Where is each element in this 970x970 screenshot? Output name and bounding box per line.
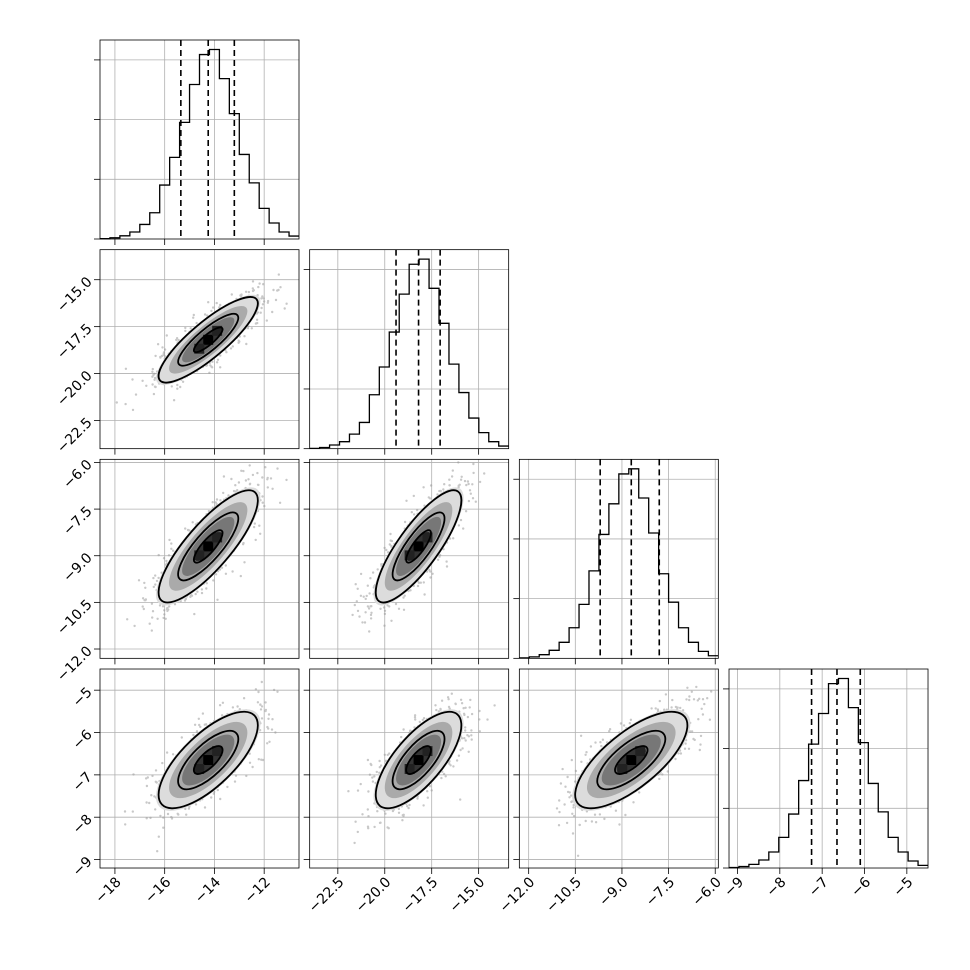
x-tick-label-2-0: −12.0 <box>497 874 539 916</box>
pair-3-core-block <box>203 755 214 766</box>
x-tick-label-1-0: −22.5 <box>306 874 348 916</box>
x-tick-label-3-0: −9 <box>721 874 747 900</box>
histogram-2 <box>519 468 719 659</box>
x-tick-label-2-4: −6.0 <box>690 874 725 909</box>
pair-2-core-block <box>413 541 424 552</box>
y-tick-label-2-2: −9.0 <box>60 550 95 585</box>
pair-panel-4 <box>309 668 510 869</box>
x-tick-label-0-1: −16 <box>142 874 174 906</box>
y-tick-label-3-2: −7 <box>70 769 96 795</box>
pair-0-contour-0 <box>192 326 224 354</box>
pair-2-contour-1 <box>391 511 446 582</box>
pair-1-contour-2 <box>157 489 259 604</box>
y-tick-label-2-1: −10.5 <box>54 597 96 639</box>
pair-0-contour-2 <box>157 296 259 384</box>
pair-4-content <box>347 692 496 845</box>
pair-3-core-block <box>212 746 223 757</box>
y-tick-label-1-2: −17.5 <box>54 321 96 363</box>
pair-panel-1 <box>99 458 300 659</box>
pair-3-contour-0 <box>192 745 224 775</box>
pair-panel-0 <box>99 249 300 450</box>
pair-1-content <box>126 464 288 632</box>
hist-panel-3 <box>728 668 929 869</box>
pair-2-contour-2 <box>374 489 463 604</box>
pair-3-contour-1 <box>177 729 240 791</box>
pair-5-contour-1 <box>596 729 667 791</box>
y-tick-label-1-0: −22.5 <box>54 415 96 457</box>
pair-5-core-block <box>617 764 628 774</box>
pair-3-contour-2 <box>157 710 259 810</box>
pair-1-core-block <box>203 541 214 552</box>
pair-3-core-block <box>194 764 205 774</box>
pair-0-core-block <box>203 334 214 345</box>
y-tick-label-2-4: −6.0 <box>60 457 95 492</box>
histogram-3 <box>729 677 929 869</box>
pair-4-core-block <box>422 746 433 757</box>
x-tick-label-2-2: −9.0 <box>596 874 631 909</box>
x-tick-label-3-4: −5 <box>891 874 917 900</box>
pair-1-core-block <box>194 550 205 561</box>
histogram-0 <box>100 48 299 240</box>
x-tick-label-3-3: −6 <box>848 874 874 900</box>
pair-0-contour-1 <box>177 312 240 367</box>
pair-0-core-block <box>194 343 205 354</box>
x-tick-label-2-1: −10.5 <box>543 874 585 916</box>
pair-panel-2 <box>309 458 510 659</box>
pair-2-core-block <box>404 550 415 561</box>
y-tick-label-2-3: −7.5 <box>60 503 95 538</box>
y-tick-label-2-0: −12.0 <box>54 643 96 685</box>
y-tick-label-3-4: −5 <box>70 685 96 711</box>
histogram-1 <box>309 258 509 450</box>
pair-1-core-block <box>212 532 223 543</box>
hist-panel-0 <box>99 39 300 240</box>
x-tick-label-3-2: −7 <box>806 874 832 900</box>
pair-4-contour-2 <box>374 710 463 810</box>
pair-4-contour-0 <box>405 745 432 775</box>
pair-5-contour-0 <box>614 745 649 775</box>
pair-0-content <box>115 273 288 412</box>
pair-2-contour-0 <box>405 529 432 564</box>
pair-0-core-block <box>212 325 223 336</box>
pair-5-core-block <box>626 755 637 766</box>
pair-5-contour-2 <box>574 710 689 810</box>
y-tick-label-3-3: −6 <box>70 727 96 753</box>
y-tick-label-1-1: −20.0 <box>54 368 96 410</box>
pair-1-contour-1 <box>177 511 240 582</box>
pair-2-content <box>351 461 486 633</box>
x-tick-label-0-0: −18 <box>92 874 124 906</box>
pair-panel-3 <box>99 668 300 869</box>
pair-panel-5 <box>518 668 719 869</box>
x-tick-label-1-1: −20.0 <box>353 874 395 916</box>
x-tick-label-1-2: −17.5 <box>400 874 442 916</box>
y-tick-label-1-3: −15.0 <box>54 274 96 316</box>
x-tick-label-2-3: −7.5 <box>643 874 678 909</box>
hist-panel-1 <box>309 249 510 450</box>
x-tick-label-0-2: −14 <box>192 874 224 906</box>
hist-panel-2 <box>518 458 719 659</box>
pair-5-core-block <box>635 746 646 757</box>
y-tick-label-3-0: −9 <box>70 854 96 880</box>
pair-2-core-block <box>422 532 433 543</box>
y-tick-label-3-1: −8 <box>70 812 96 838</box>
pair-1-contour-0 <box>192 529 224 564</box>
pair-3-content <box>123 680 279 853</box>
x-tick-label-3-1: −8 <box>764 874 790 900</box>
pair-4-core-block <box>413 755 424 766</box>
x-tick-label-0-3: −12 <box>242 874 274 906</box>
x-tick-label-1-3: −15.0 <box>447 874 489 916</box>
pair-5-content <box>555 685 713 857</box>
pair-4-core-block <box>404 764 415 774</box>
pair-4-contour-1 <box>391 729 446 791</box>
